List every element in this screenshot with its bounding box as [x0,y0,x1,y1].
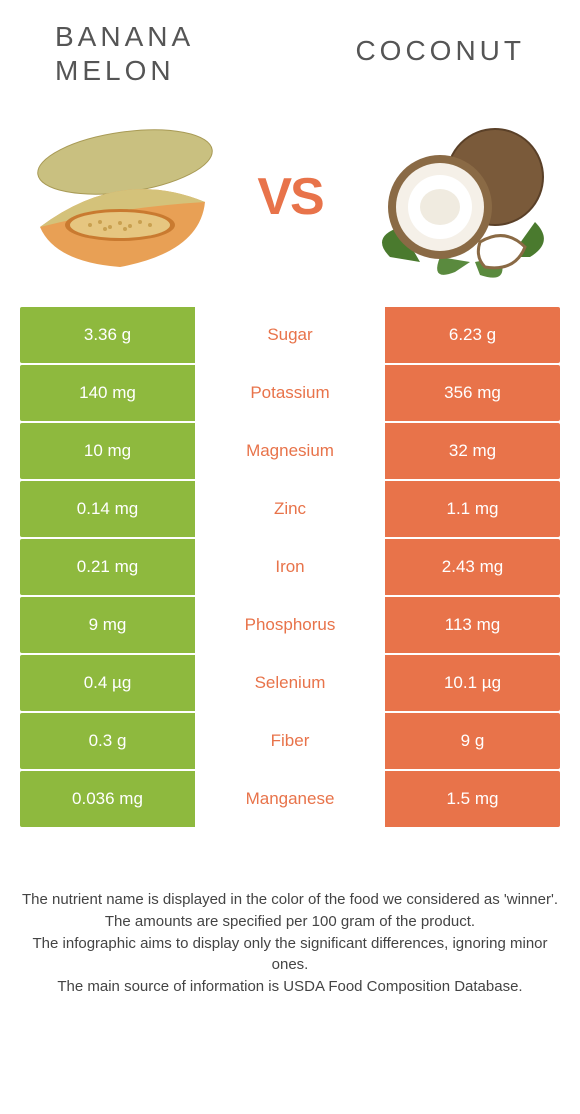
header: Banana melon Coconut [0,0,580,97]
nutrient-name: Iron [195,539,385,595]
left-value: 9 mg [20,597,195,653]
table-row: 10 mgMagnesium32 mg [20,423,560,479]
table-row: 0.3 gFiber9 g [20,713,560,769]
table-row: 9 mgPhosphorus113 mg [20,597,560,653]
left-value: 10 mg [20,423,195,479]
nutrient-name: Phosphorus [195,597,385,653]
nutrient-name: Fiber [195,713,385,769]
nutrient-name: Sugar [195,307,385,363]
right-food-title: Coconut [290,20,550,87]
table-row: 0.4 µgSelenium10.1 µg [20,655,560,711]
nutrient-name: Magnesium [195,423,385,479]
table-row: 0.14 mgZinc1.1 mg [20,481,560,537]
left-value: 0.21 mg [20,539,195,595]
table-row: 0.036 mgManganese1.5 mg [20,771,560,827]
right-value: 10.1 µg [385,655,560,711]
right-value: 2.43 mg [385,539,560,595]
nutrient-name: Selenium [195,655,385,711]
left-value: 0.14 mg [20,481,195,537]
footnote-line: The nutrient name is displayed in the co… [20,889,560,911]
right-value: 1.5 mg [385,771,560,827]
nutrient-table: 3.36 gSugar6.23 g140 mgPotassium356 mg10… [0,307,580,829]
left-value: 0.4 µg [20,655,195,711]
footnote-line: The amounts are specified per 100 gram o… [20,911,560,933]
vs-label: VS [257,167,322,227]
banana-melon-image [20,107,220,287]
footnote-line: The main source of information is USDA F… [20,976,560,998]
left-food-title: Banana melon [30,20,290,87]
right-value: 356 mg [385,365,560,421]
left-value: 3.36 g [20,307,195,363]
right-value: 113 mg [385,597,560,653]
left-value: 0.036 mg [20,771,195,827]
right-value: 1.1 mg [385,481,560,537]
right-value: 9 g [385,713,560,769]
right-value: 6.23 g [385,307,560,363]
coconut-image [360,107,560,287]
footnote-line: The infographic aims to display only the… [20,933,560,977]
left-value: 140 mg [20,365,195,421]
table-row: 3.36 gSugar6.23 g [20,307,560,363]
table-row: 0.21 mgIron2.43 mg [20,539,560,595]
left-value: 0.3 g [20,713,195,769]
nutrient-name: Zinc [195,481,385,537]
nutrient-name: Potassium [195,365,385,421]
images-row: VS [0,97,580,307]
table-row: 140 mgPotassium356 mg [20,365,560,421]
footnotes: The nutrient name is displayed in the co… [0,829,580,1018]
nutrient-name: Manganese [195,771,385,827]
right-value: 32 mg [385,423,560,479]
